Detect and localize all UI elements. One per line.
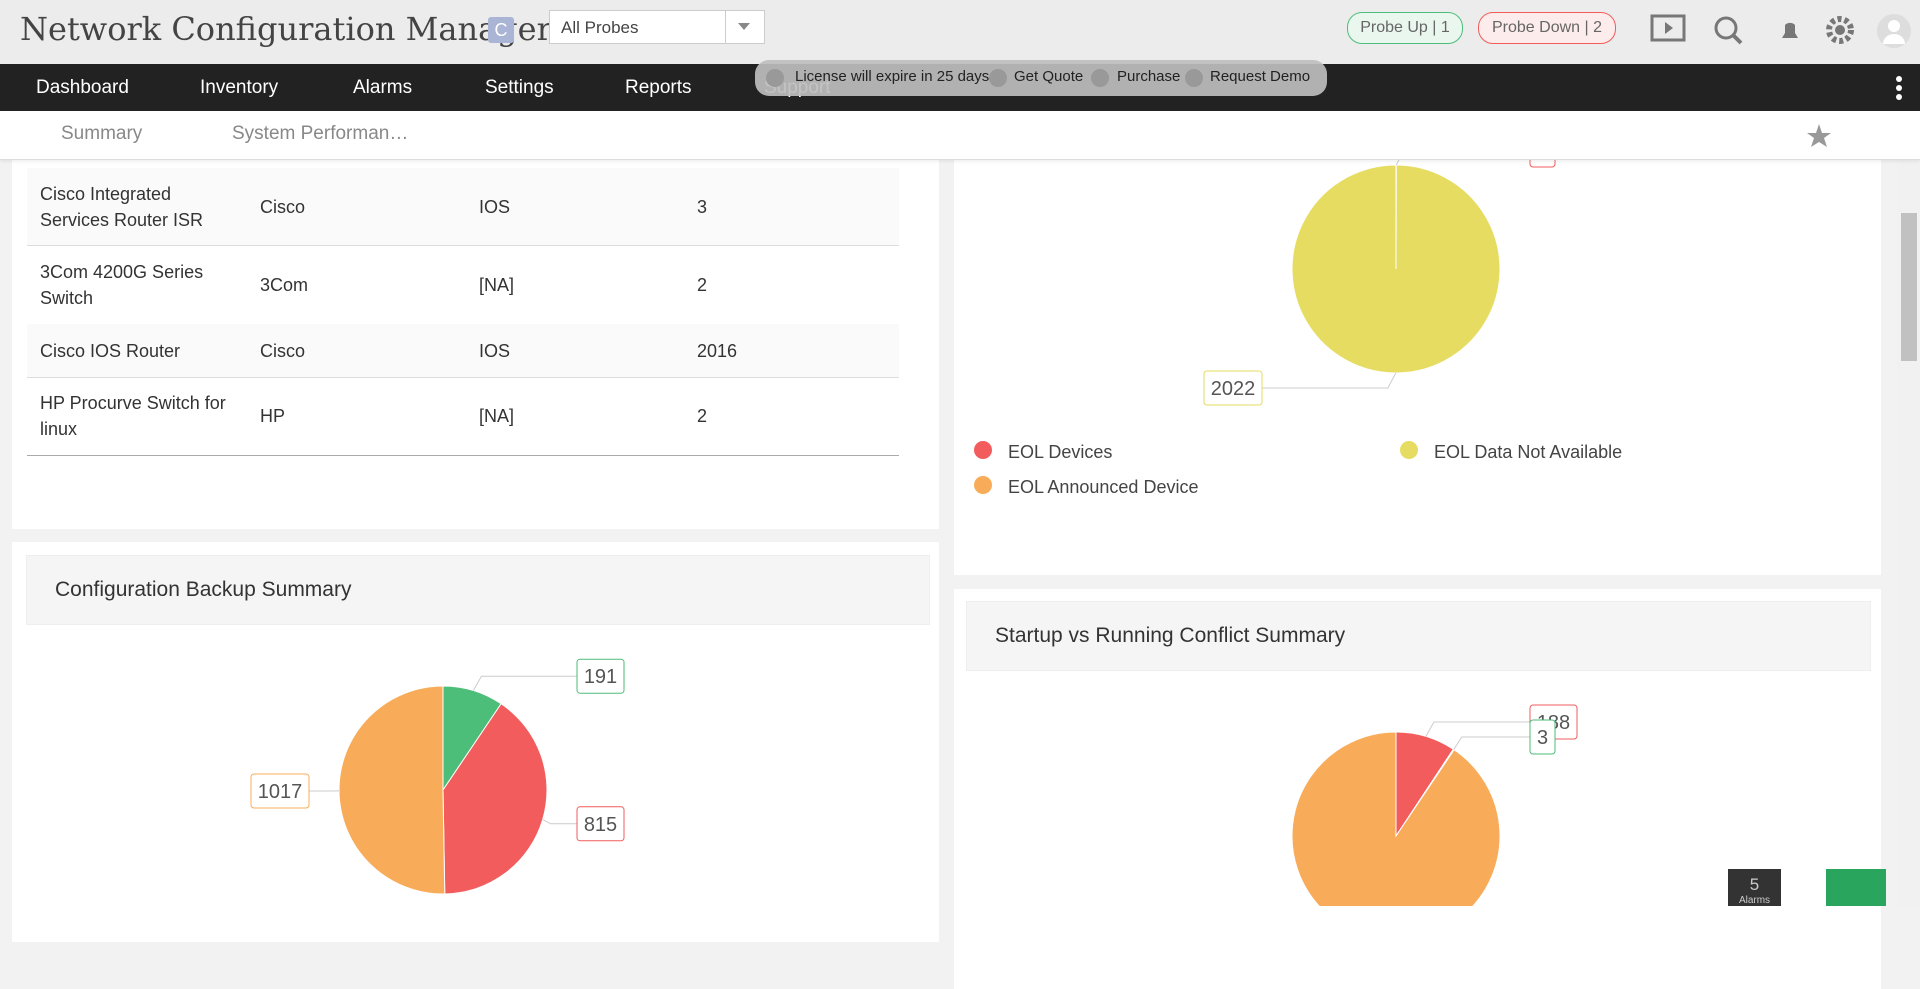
data-label: 3 [1537, 727, 1548, 749]
legend-marker [1400, 441, 1418, 459]
alarm-count: 5 [1728, 875, 1781, 895]
legend-label: EOL Announced Device [1008, 477, 1198, 497]
leader-line [473, 676, 577, 690]
legend-marker [974, 476, 992, 494]
data-label: 2022 [1211, 378, 1256, 400]
more-menu[interactable] [1896, 76, 1902, 100]
favorite-star[interactable] [1806, 123, 1832, 149]
leader-line [1262, 373, 1396, 388]
pie-slice [1292, 732, 1500, 906]
chat-button[interactable] [1826, 869, 1886, 906]
request-demo[interactable]: Request Demo [1210, 68, 1310, 85]
data-label: 191 [584, 666, 617, 688]
tab-bar: Summary System Performan… [0, 111, 1920, 160]
license-icons [765, 68, 1225, 88]
leader-line [543, 820, 577, 824]
license-bar: License will expire in 25 days Get Quote… [755, 60, 1327, 96]
pie-slice [1292, 165, 1500, 373]
scrollbar-thumb[interactable] [1901, 213, 1917, 361]
scrollbar[interactable] [1897, 159, 1920, 906]
data-label: 1017 [258, 781, 303, 803]
tab[interactable]: System Performan… [232, 123, 408, 145]
alarm-label: Alarms [1728, 895, 1781, 906]
leader-line [1454, 737, 1530, 749]
tab[interactable]: Summary [61, 123, 142, 145]
pie-slice [339, 686, 445, 894]
data-label: 815 [584, 814, 617, 836]
leader-line [1426, 722, 1530, 736]
legend-label: EOL Devices [1008, 442, 1112, 462]
legend-label: EOL Data Not Available [1434, 442, 1622, 462]
legend-marker [974, 441, 992, 459]
page: Network Configuration Manager C All Prob… [0, 0, 1920, 906]
alarms-widget[interactable]: 5 Alarms [1728, 869, 1781, 906]
